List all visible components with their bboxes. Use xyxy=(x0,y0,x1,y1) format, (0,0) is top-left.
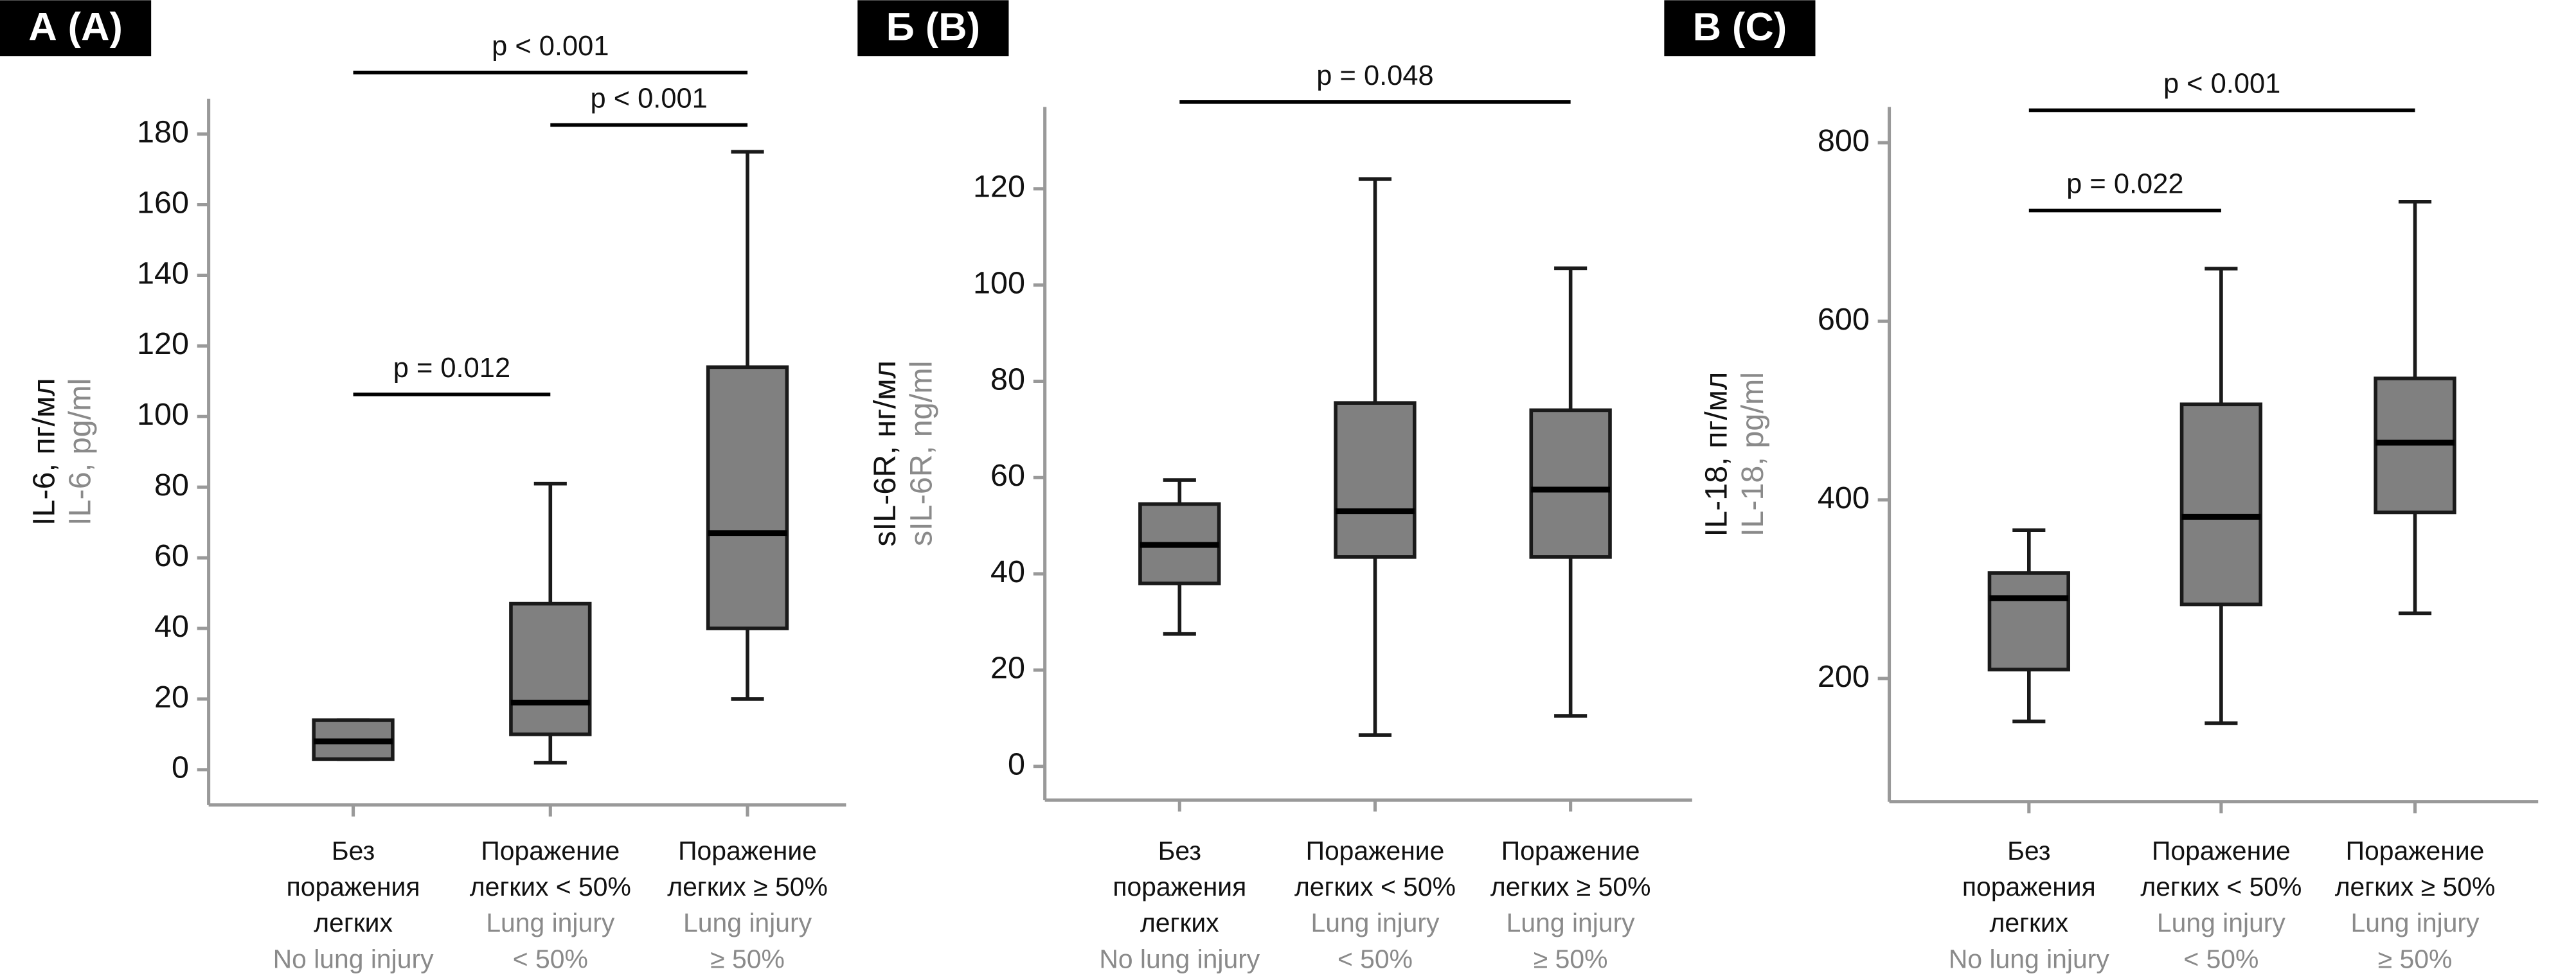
y-tick-label: 100 xyxy=(973,265,1025,300)
box xyxy=(509,601,592,736)
y-tick-label: 180 xyxy=(137,114,189,149)
x-tick-label: легких ≥ 50% xyxy=(667,872,828,901)
y-tick-label: 60 xyxy=(990,458,1025,493)
annotation: p = 0.022 xyxy=(2066,169,2183,200)
panel-title: Б (B) xyxy=(886,4,980,49)
x-tick-label: легких xyxy=(1140,908,1219,937)
x-tick-label: Без xyxy=(332,836,375,865)
panel-title: А (A) xyxy=(28,4,122,49)
y-tick-label: 0 xyxy=(172,750,189,785)
x-tick-label-en: < 50% xyxy=(513,944,588,973)
y-tick-label: 40 xyxy=(154,609,189,644)
y-axis-label: IL-6, пг/мл xyxy=(26,378,61,526)
x-tick-label-en: < 50% xyxy=(1337,944,1413,973)
x-tick-label-en: No lung injury xyxy=(1099,944,1260,973)
x-tick-label-en: Lung injury xyxy=(486,908,615,937)
y-tick-label: 40 xyxy=(990,555,1025,589)
x-tick-label-en: ≥ 50% xyxy=(2378,944,2453,973)
box xyxy=(1334,401,1417,559)
box xyxy=(1987,571,2070,671)
x-tick-label: Без xyxy=(2007,836,2050,865)
y-tick-label: 80 xyxy=(154,468,189,502)
x-tick-label-en: ≥ 50% xyxy=(710,944,785,973)
annotation: p = 0.012 xyxy=(393,353,510,384)
y-tick-label: 140 xyxy=(137,256,189,290)
panel-title-bg xyxy=(857,0,1009,57)
y-tick-label: 800 xyxy=(1818,123,1870,158)
x-tick-label: поражения xyxy=(1113,872,1246,901)
x-tick-label: Поражение xyxy=(2152,836,2291,865)
x-tick-label: Поражение xyxy=(1501,836,1640,865)
box xyxy=(706,365,789,630)
x-tick-label-en: Lung injury xyxy=(1507,908,1636,937)
annotation: p = 0.048 xyxy=(1316,60,1433,91)
y-tick-label: 160 xyxy=(137,185,189,220)
annotation: p < 0.001 xyxy=(590,84,707,114)
annotation: p < 0.001 xyxy=(492,31,609,62)
x-tick-label: легких < 50% xyxy=(470,872,631,901)
x-tick-label: Поражение xyxy=(2346,836,2485,865)
y-tick-label: 120 xyxy=(973,170,1025,204)
x-tick-label: Поражение xyxy=(481,836,620,865)
y-tick-label: 120 xyxy=(137,326,189,361)
y-axis-label: IL-18, пг/мл xyxy=(1699,372,1734,537)
y-tick-label: 200 xyxy=(1818,659,1870,694)
y-tick-label: 80 xyxy=(990,362,1025,396)
y-axis-label: sIL-6R, нг/мл xyxy=(868,360,902,547)
y-tick-label: 20 xyxy=(990,651,1025,686)
x-tick-label: легких < 50% xyxy=(1294,872,1456,901)
x-tick-label-en: Lung injury xyxy=(683,908,812,937)
annotation: p < 0.001 xyxy=(2163,69,2280,100)
x-tick-label-en: No lung injury xyxy=(1949,944,2109,973)
y-tick-label: 600 xyxy=(1818,302,1870,337)
x-tick-label-en: ≥ 50% xyxy=(1534,944,1608,973)
x-tick-label-en: Lung injury xyxy=(1310,908,1440,937)
x-tick-label: легких < 50% xyxy=(2140,872,2302,901)
y-axis-label-en: IL-18, pg/ml xyxy=(1735,372,1770,537)
y-tick-label: 60 xyxy=(154,538,189,573)
x-tick-label: легких xyxy=(1989,908,2068,937)
y-tick-label: 20 xyxy=(154,680,189,714)
y-tick-label: 400 xyxy=(1818,481,1870,515)
x-tick-label-en: < 50% xyxy=(2183,944,2258,973)
x-tick-label: поражения xyxy=(1962,872,2096,901)
x-tick-label: легких ≥ 50% xyxy=(1490,872,1651,901)
panel-title-bg xyxy=(0,0,152,57)
x-tick-label: легких xyxy=(314,908,393,937)
x-tick-label: поражения xyxy=(287,872,420,901)
x-tick-label-en: Lung injury xyxy=(2351,908,2480,937)
panel-title-bg xyxy=(1664,0,1816,57)
y-tick-label: 0 xyxy=(1008,747,1025,782)
x-tick-label: легких ≥ 50% xyxy=(2335,872,2496,901)
y-tick-label: 100 xyxy=(137,397,189,432)
panel-title: В (C) xyxy=(1693,4,1787,49)
y-axis-label-en: sIL-6R, ng/ml xyxy=(904,360,938,546)
x-tick-label: Поражение xyxy=(678,836,817,865)
x-tick-label-en: No lung injury xyxy=(273,944,434,973)
x-tick-label: Поражение xyxy=(1306,836,1445,865)
box xyxy=(2179,402,2263,607)
x-tick-label: Без xyxy=(1158,836,1201,865)
y-axis-label-en: IL-6, pg/ml xyxy=(63,378,98,526)
box xyxy=(1529,408,1612,559)
x-tick-label-en: Lung injury xyxy=(2157,908,2286,937)
